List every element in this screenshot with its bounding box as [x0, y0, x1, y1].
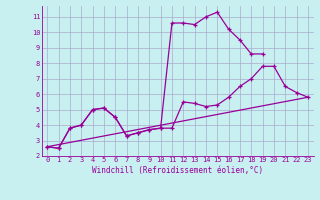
X-axis label: Windchill (Refroidissement éolien,°C): Windchill (Refroidissement éolien,°C)	[92, 166, 263, 175]
